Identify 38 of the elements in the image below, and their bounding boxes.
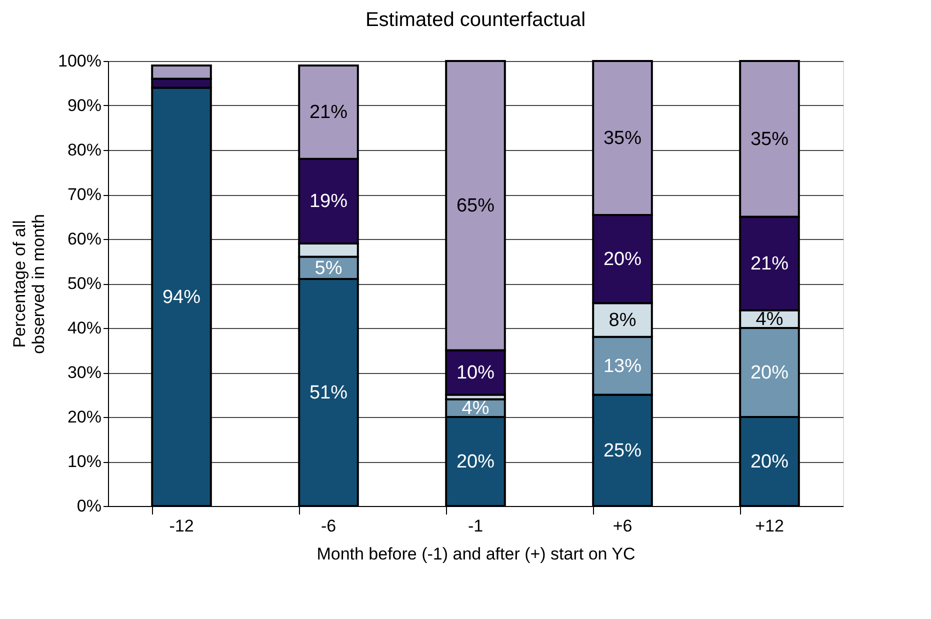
data-label: 21% — [750, 253, 789, 274]
data-label: 35% — [750, 128, 789, 150]
data-label: 4% — [756, 309, 784, 330]
y-tick-label: 70% — [67, 185, 102, 204]
chart-title: Estimated counterfactual — [365, 9, 586, 31]
data-label: 4% — [462, 398, 490, 420]
y-tick-label: 80% — [67, 140, 102, 160]
data-label: 20% — [603, 249, 642, 270]
x-tick-label: -6 — [320, 516, 336, 536]
data-label: 20% — [750, 452, 789, 472]
y-tick-label: 10% — [67, 452, 102, 471]
data-label: 51% — [309, 382, 348, 404]
x-tick-label: +12 — [755, 516, 784, 536]
y-axis-title: Percentage of all observed in month — [10, 214, 48, 354]
data-label: 13% — [603, 356, 642, 377]
data-label: 19% — [309, 191, 348, 212]
data-label: 21% — [309, 102, 348, 124]
y-tick-label: 0% — [76, 496, 102, 516]
data-label: 20% — [750, 362, 789, 384]
y-tick-label: 30% — [67, 363, 102, 382]
data-label: 8% — [608, 310, 636, 331]
data-label: 94% — [162, 286, 201, 308]
y-tick-label: 50% — [67, 274, 102, 293]
data-label: 5% — [314, 258, 342, 279]
y-tick-label: 100% — [58, 52, 102, 70]
y-tick-label: 90% — [67, 96, 102, 115]
data-label: 35% — [603, 128, 642, 149]
y-tick-label: 40% — [67, 318, 102, 338]
x-tick-label: -1 — [468, 516, 484, 536]
x-tick-label: +6 — [612, 516, 632, 536]
data-label: 10% — [456, 362, 495, 384]
x-tick-label: -12 — [169, 516, 194, 536]
data-label: 25% — [603, 440, 642, 462]
x-axis-title: Month before (-1) and after (+) start on YC — [316, 544, 636, 564]
data-label: 65% — [456, 196, 495, 217]
y-tick-label: 60% — [67, 230, 102, 248]
y-tick-label: 20% — [67, 408, 102, 426]
data-label: 20% — [456, 452, 495, 472]
